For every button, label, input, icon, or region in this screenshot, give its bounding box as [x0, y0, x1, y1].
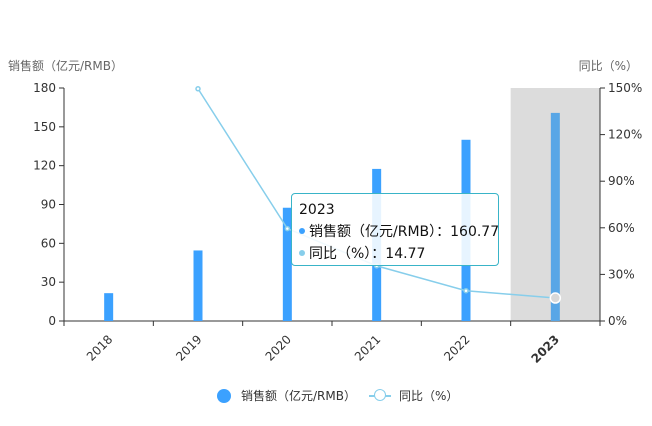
tooltip-sales-dot — [299, 228, 305, 234]
x-tick-label: 2023 — [529, 332, 563, 366]
x-tick-label: 2019 — [173, 332, 204, 363]
x-tick-label: 2022 — [441, 332, 472, 363]
yoy-point-2020 — [284, 225, 291, 232]
y-axis-left-title: 销售额（亿元/RMB） — [8, 59, 123, 73]
bar-2018 — [104, 293, 114, 321]
tooltip-title: 2023 — [299, 202, 335, 218]
bar-2019 — [193, 250, 203, 321]
tooltip-yoy-dot — [299, 250, 305, 256]
y-right-tick-label: 0% — [608, 314, 627, 328]
y-axis-right-title: 同比（%） — [578, 59, 638, 73]
y-right-tick-label: 90% — [608, 174, 635, 188]
yoy-point-2023 — [549, 292, 562, 304]
legend-yoy-icon[interactable] — [369, 389, 391, 401]
y-right-tick-label: 120% — [608, 128, 642, 142]
y-right-tick-label: 60% — [608, 221, 635, 235]
y-left-tick-label: 120 — [33, 159, 56, 173]
y-left-tick-label: 60 — [41, 236, 56, 250]
yoy-point-2019 — [195, 86, 201, 92]
tooltip-yoy-text: 同比（%）：14.77 — [309, 246, 426, 262]
y-left-tick-label: 0 — [48, 314, 56, 328]
legend-sales-icon[interactable] — [217, 389, 231, 403]
chart-legend: 销售额（亿元/RMB） 同比（%） — [0, 386, 652, 406]
bar-2020 — [282, 207, 292, 321]
y-left-tick-label: 180 — [33, 81, 56, 95]
y-right-tick-label: 150% — [608, 81, 642, 95]
tooltip-row-yoy: 同比（%）：14.77 — [299, 243, 492, 265]
y-left-tick-label: 30 — [41, 275, 56, 289]
legend-sales-label[interactable]: 销售额（亿元/RMB） — [241, 389, 356, 403]
tooltip-row-sales: 销售额（亿元/RMB）：160.77 — [299, 221, 499, 243]
x-tick-label: 2021 — [352, 332, 383, 363]
yoy-point-2022 — [463, 287, 469, 294]
y-left-tick-label: 150 — [33, 120, 56, 134]
x-tick-label: 2018 — [84, 332, 115, 363]
legend-yoy-label[interactable]: 同比（%） — [399, 389, 459, 403]
y-right-tick-label: 30% — [608, 267, 635, 281]
y-left-tick-label: 90 — [41, 198, 56, 212]
tooltip-sales-text: 销售额（亿元/RMB）：160.77 — [309, 224, 500, 240]
chart-tooltip: 2023 销售额（亿元/RMB）：160.77 同比（%）：14.77 — [291, 193, 499, 266]
x-tick-label: 2020 — [263, 332, 294, 363]
bar-2023 — [550, 112, 560, 321]
